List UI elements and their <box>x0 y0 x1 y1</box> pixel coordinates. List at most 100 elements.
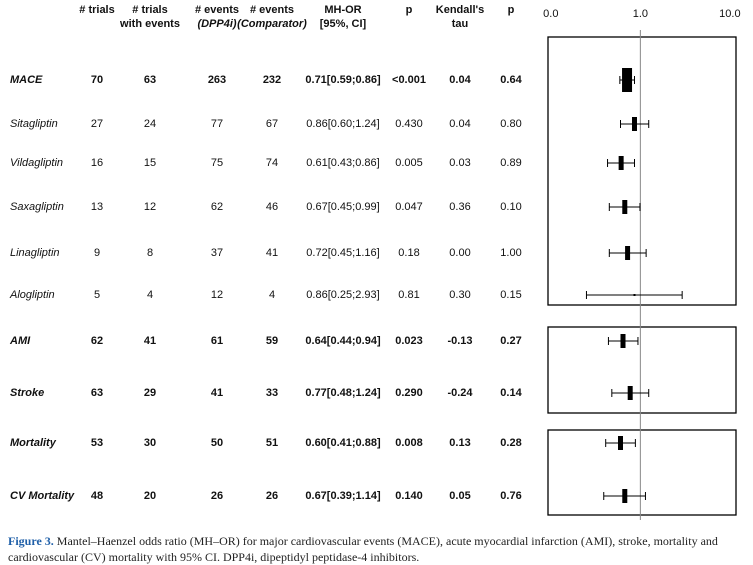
cell: 0.008 <box>395 437 423 449</box>
cell: 1.00 <box>500 247 521 259</box>
column-header: p <box>406 4 413 16</box>
cell: 46 <box>266 201 278 213</box>
row-label: Sitagliptin <box>10 118 58 130</box>
caption: Figure 3. Mantel–Haenzel odds ratio (MH–… <box>8 533 748 565</box>
row-label: Saxagliptin <box>10 201 64 213</box>
cell: <0.001 <box>392 74 426 86</box>
cell: 15 <box>144 157 156 169</box>
cell: -0.13 <box>447 335 472 347</box>
column-header: Kendall's <box>436 4 484 16</box>
cell: 63 <box>144 74 156 86</box>
cell: 0.023 <box>395 335 423 347</box>
cell: 12 <box>211 289 223 301</box>
cell: 61 <box>211 335 223 347</box>
cell: 20 <box>144 490 156 502</box>
cell: 0.28 <box>500 437 521 449</box>
cell: 4 <box>147 289 153 301</box>
cell: 41 <box>211 387 223 399</box>
cell: 9 <box>94 247 100 259</box>
column-header: # trials <box>132 4 167 16</box>
point-estimate <box>625 246 631 260</box>
cell: 0.77[0.48;1.24] <box>305 387 381 399</box>
cell: 5 <box>94 289 100 301</box>
cell: 0.05 <box>449 490 470 502</box>
cell: 29 <box>144 387 156 399</box>
column-header: tau <box>452 18 469 30</box>
point-estimate <box>633 294 636 296</box>
cell: 62 <box>211 201 223 213</box>
row-label: Linagliptin <box>10 247 60 259</box>
cell: 263 <box>208 74 226 86</box>
cell: 48 <box>91 490 103 502</box>
point-estimate <box>631 117 637 131</box>
cell: 13 <box>91 201 103 213</box>
column-header: (DPP4i) <box>197 18 236 30</box>
cell: 59 <box>266 335 278 347</box>
column-header: # events <box>250 4 294 16</box>
cell: 53 <box>91 437 103 449</box>
point-estimate <box>627 386 633 400</box>
column-header: [95%, CI] <box>320 18 367 30</box>
panel-box <box>547 429 737 516</box>
cell: 0.80 <box>500 118 521 130</box>
cell: 75 <box>211 157 223 169</box>
cell: 4 <box>269 289 275 301</box>
cell: 0.81 <box>398 289 419 301</box>
panel-box <box>547 326 737 414</box>
cell: 24 <box>144 118 156 130</box>
x-tick-label: 10.0 <box>719 8 740 20</box>
row-label: MACE <box>10 74 43 86</box>
cell: 0.18 <box>398 247 419 259</box>
row-label: CV Mortality <box>10 490 75 502</box>
column-header: (Comparator) <box>237 18 307 30</box>
column-header: # trials <box>79 4 114 16</box>
column-header: p <box>508 4 515 16</box>
cell: 0.61[0.43;0.86] <box>306 157 379 169</box>
cell: 0.047 <box>395 201 423 213</box>
cell: 77 <box>211 118 223 130</box>
caption-text: Mantel–Haenzel odds ratio (MH–OR) for ma… <box>8 534 718 564</box>
cell: 232 <box>263 74 281 86</box>
cell: 16 <box>91 157 103 169</box>
cell: 0.60[0.41;0.88] <box>305 437 381 449</box>
point-estimate <box>620 334 626 348</box>
cell: 0.430 <box>395 118 423 130</box>
column-header: with events <box>119 18 180 30</box>
panel-box <box>547 36 737 306</box>
cell: 74 <box>266 157 278 169</box>
cell: 62 <box>91 335 103 347</box>
point-estimate <box>622 68 633 92</box>
cell: 51 <box>266 437 278 449</box>
point-estimate <box>622 489 628 503</box>
caption-label: Figure 3. <box>8 534 54 548</box>
cell: 0.140 <box>395 490 423 502</box>
cell: 0.67[0.45;0.99] <box>306 201 379 213</box>
cell: 0.13 <box>449 437 470 449</box>
cell: 70 <box>91 74 103 86</box>
cell: 0.30 <box>449 289 470 301</box>
cell: 0.03 <box>449 157 470 169</box>
point-estimate <box>622 200 628 214</box>
cell: 50 <box>211 437 223 449</box>
cell: 63 <box>91 387 103 399</box>
cell: 0.86[0.60;1.24] <box>306 118 379 130</box>
cell: 0.27 <box>500 335 521 347</box>
cell: 27 <box>91 118 103 130</box>
cell: 0.10 <box>500 201 521 213</box>
cell: 41 <box>266 247 278 259</box>
cell: 0.04 <box>449 74 471 86</box>
cell: 12 <box>144 201 156 213</box>
cell: 0.89 <box>500 157 521 169</box>
x-tick-label: 1.0 <box>633 8 648 20</box>
row-label: Stroke <box>10 387 44 399</box>
column-header: MH-OR <box>324 4 361 16</box>
point-estimate <box>618 156 624 170</box>
cell: 0.04 <box>449 118 470 130</box>
cell: 0.67[0.39;1.14] <box>305 490 381 502</box>
row-label: Mortality <box>10 437 57 449</box>
cell: 0.64 <box>500 74 522 86</box>
cell: 0.71[0.59;0.86] <box>305 74 381 86</box>
cell: 37 <box>211 247 223 259</box>
cell: 0.005 <box>395 157 423 169</box>
